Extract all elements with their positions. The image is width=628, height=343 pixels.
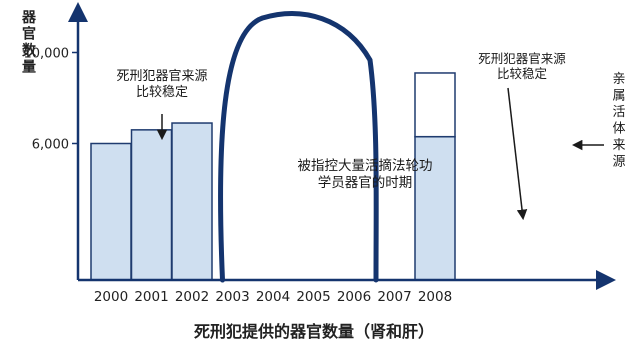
x-tick-label: 2004 <box>256 289 290 305</box>
family-source-label-char: 属 <box>612 89 625 104</box>
high-volume-period-bracket <box>218 11 379 283</box>
y-tick-label: 6,000 <box>32 138 69 153</box>
x-tick-label: 2006 <box>337 289 371 305</box>
y-label-char: 官 <box>22 26 36 43</box>
annotation-text: 比较稳定 <box>136 84 188 100</box>
annotation-text: 死刑犯器官来源 <box>478 51 566 66</box>
period-annotation-text: 学员器官的时期 <box>318 175 413 191</box>
y-label-char: 器 <box>21 10 37 26</box>
family-source-label-char: 源 <box>612 155 625 170</box>
y-label-char: 量 <box>22 60 36 76</box>
bar-2002 <box>171 122 213 281</box>
annotation-text: 死刑犯器官来源 <box>116 68 207 84</box>
annotation-arrow <box>507 87 528 221</box>
y-axis-label: 器官数量 <box>21 10 37 76</box>
x-tick-label: 2000 <box>94 289 128 305</box>
x-tick-label: 2005 <box>296 289 330 305</box>
bar-2008-family-segment <box>414 72 456 138</box>
family-source-label-char: 活 <box>612 105 625 120</box>
family-source-label-char: 亲 <box>612 72 625 87</box>
y-tick-label: 10,000 <box>24 47 70 62</box>
x-tick-label: 2008 <box>418 289 452 305</box>
family-source-label-char: 来 <box>612 138 625 153</box>
chart-title: 死刑犯提供的器官数量（肾和肝） <box>193 322 434 341</box>
bar-2001 <box>130 129 173 281</box>
bar-2000 <box>90 142 132 281</box>
x-tick-label: 2001 <box>134 289 168 305</box>
annotation-text: 比较稳定 <box>497 66 547 81</box>
y-label-char: 数 <box>22 42 37 59</box>
period-annotation-text: 被指控大量活摘法轮功 <box>298 157 433 174</box>
x-tick-label: 2002 <box>175 289 209 305</box>
x-tick-label: 2007 <box>377 289 411 305</box>
x-tick-label: 2003 <box>215 289 249 305</box>
family-source-label-char: 体 <box>612 122 625 137</box>
bar-2008 <box>414 135 456 281</box>
